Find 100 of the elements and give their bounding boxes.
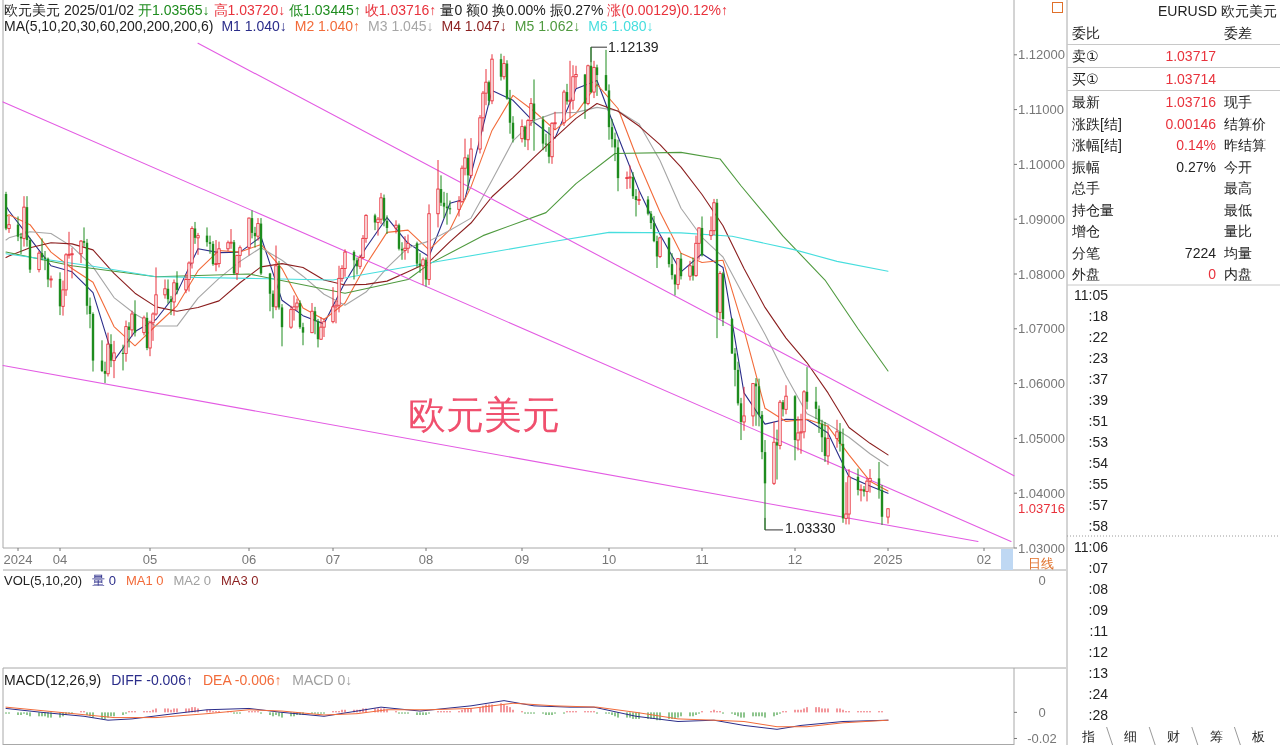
text: 1.03717 [1165,48,1216,64]
annotation: 换0.00% [491,2,546,18]
annotation: 涨(0.00129)0.12%↑ [607,2,728,18]
text: 1.03716 [1018,501,1065,517]
category-label: 分笔 [1072,244,1100,261]
y-tick-label: 1.12000 [1018,47,1065,63]
text: :12 [1088,643,1109,660]
x-tick-label: 06 [241,551,257,567]
category-label: 买① [1072,71,1099,87]
text: 0 [1208,266,1216,282]
category-label: 细 [1124,728,1138,744]
x-tick-label: 05 [142,551,158,567]
text: 1.03714 [1165,71,1216,87]
x-tick-label: 11 [695,551,709,567]
category-label: 量比 [1224,223,1252,239]
legend-title: MA(5,10,20,30,60,200,200,200,6) [4,18,214,34]
x-tick-label: 02 [976,551,992,567]
text: MA3 0 [221,572,259,588]
annotation: 低1.03445↑ [289,2,361,18]
x-tick-label: 2025 [873,551,903,567]
text: M4 1.047↓ [441,18,507,34]
y-tick-label: 1.07000 [1018,321,1065,337]
text: :11 [1089,622,1109,639]
category-label: 今开 [1224,158,1252,175]
annotation: 开1.03565↓ [137,2,210,18]
text: :23 [1088,349,1109,366]
text: 11:05 [1074,286,1109,303]
y-tick-label: 0 [1038,704,1046,720]
category-label: 筹 [1209,728,1223,744]
y-tick-label: 1.10000 [1018,156,1065,172]
x-tick-label: 07 [325,551,341,567]
text: :07 [1088,559,1109,576]
x-tick-label: 04 [52,551,68,567]
category-label: 板 [1251,728,1266,744]
x-tick-label: 2024 [3,551,33,567]
text: 1.03716 [1165,94,1216,110]
text: M1 1.040↓ [221,18,287,34]
annotation: 振0.27% [549,2,604,18]
x-tick-label: 12 [787,551,803,567]
annotation: 高1.03720↓ [213,2,286,18]
text: 0.14% [1176,137,1216,153]
text: 量 0 [92,572,116,588]
text: :51 [1088,412,1109,429]
text: :08 [1088,580,1109,597]
annotation: 1.03330 [785,519,836,536]
x-tick-label: 08 [418,551,434,567]
text: :18 [1088,307,1109,324]
category-label: 最高 [1224,180,1252,196]
text: EURUSD 欧元美元 [1157,3,1277,19]
category-label: 增仓 [1071,223,1100,239]
x-tick-label: 09 [514,551,530,567]
text: M5 1.062↓ [514,18,581,34]
text: :57 [1088,496,1109,513]
text: :37 [1088,370,1109,387]
annotation: 收1.03716↑ [364,2,437,18]
category-label: 委比 [1072,25,1100,41]
text: :55 [1088,475,1109,492]
category-label: 均量 [1224,244,1252,261]
text: :24 [1088,685,1109,702]
annotation: 1.12139 [608,39,659,56]
text: :53 [1088,433,1109,450]
text: MA2 0 [173,572,212,588]
y-tick-label: 1.11000 [1018,102,1065,118]
category-label: 总手 [1071,180,1100,196]
text: :09 [1088,601,1109,618]
series-label: DEA -0.006↑ [202,672,282,688]
text: 0.27% [1176,158,1216,175]
text: 0.00146 [1165,115,1216,132]
category-label: 财 [1167,728,1180,744]
y-tick-label: 1.06000 [1018,376,1065,392]
chart-title: 欧元美元 2025/01/02 [4,2,135,18]
text: 7224 [1184,244,1216,261]
y-tick-label: 1.08000 [1018,266,1065,282]
y-tick-label: 1.09000 [1018,211,1065,227]
category-label: 振幅 [1072,158,1100,175]
x-axis-title: 日线 [1028,555,1054,571]
category-label: 持仓量 [1072,201,1114,218]
category-label: 最低 [1224,201,1252,218]
category-label: 内盘 [1224,266,1252,282]
y-tick-label: -0.02 [1027,730,1057,745]
text: MA1 0 [125,572,164,588]
text: VOL(5,10,20) [4,572,83,588]
annotation: 量0 [440,2,463,18]
series-label: DIFF -0.006↑ [111,672,193,688]
text: :39 [1088,391,1109,408]
text: :54 [1088,454,1109,471]
text: M6 1.080↓ [588,18,654,34]
annotation: 欧元美元 [408,394,560,436]
y-tick-label: 1.03000 [1018,540,1065,556]
y-tick-label: 1.05000 [1018,430,1065,446]
text: :58 [1088,517,1109,534]
category-label: 涨幅[结] [1072,137,1122,153]
text: :22 [1088,328,1109,345]
category-label: 委差 [1224,25,1252,41]
y-tick-label: 1.04000 [1018,485,1065,501]
text: 11:06 [1074,538,1109,555]
category-label: 昨结算 [1224,137,1266,153]
category-label: 现手 [1224,94,1252,110]
x-tick-label: 10 [601,551,617,567]
text: M2 1.040↑ [294,18,361,34]
